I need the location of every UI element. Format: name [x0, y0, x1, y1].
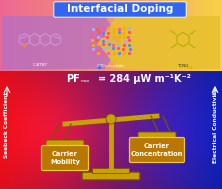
Text: = 284 μW m⁻¹K⁻²: = 284 μW m⁻¹K⁻² — [98, 74, 191, 84]
Polygon shape — [98, 16, 220, 69]
Circle shape — [106, 114, 116, 124]
FancyBboxPatch shape — [46, 140, 84, 147]
Text: C₈BTBT: C₈BTBT — [32, 64, 48, 67]
Text: TCNQ: TCNQ — [177, 64, 189, 67]
Text: max: max — [81, 80, 90, 84]
Text: Electrical Conductivity: Electrical Conductivity — [212, 87, 218, 163]
Text: Seebeck Coefficient: Seebeck Coefficient — [4, 92, 10, 158]
Text: Carrier
Mobility: Carrier Mobility — [50, 151, 80, 165]
FancyBboxPatch shape — [93, 169, 129, 174]
FancyBboxPatch shape — [82, 172, 140, 180]
Text: Interfacial Doping: Interfacial Doping — [67, 4, 173, 14]
FancyBboxPatch shape — [138, 132, 176, 139]
Text: CTCs crystals: CTCs crystals — [97, 64, 125, 67]
FancyBboxPatch shape — [54, 2, 186, 17]
Text: Carrier
Concentration: Carrier Concentration — [131, 143, 183, 157]
Polygon shape — [2, 16, 122, 69]
FancyBboxPatch shape — [42, 146, 89, 170]
FancyBboxPatch shape — [129, 138, 184, 163]
Text: PF: PF — [66, 74, 80, 84]
